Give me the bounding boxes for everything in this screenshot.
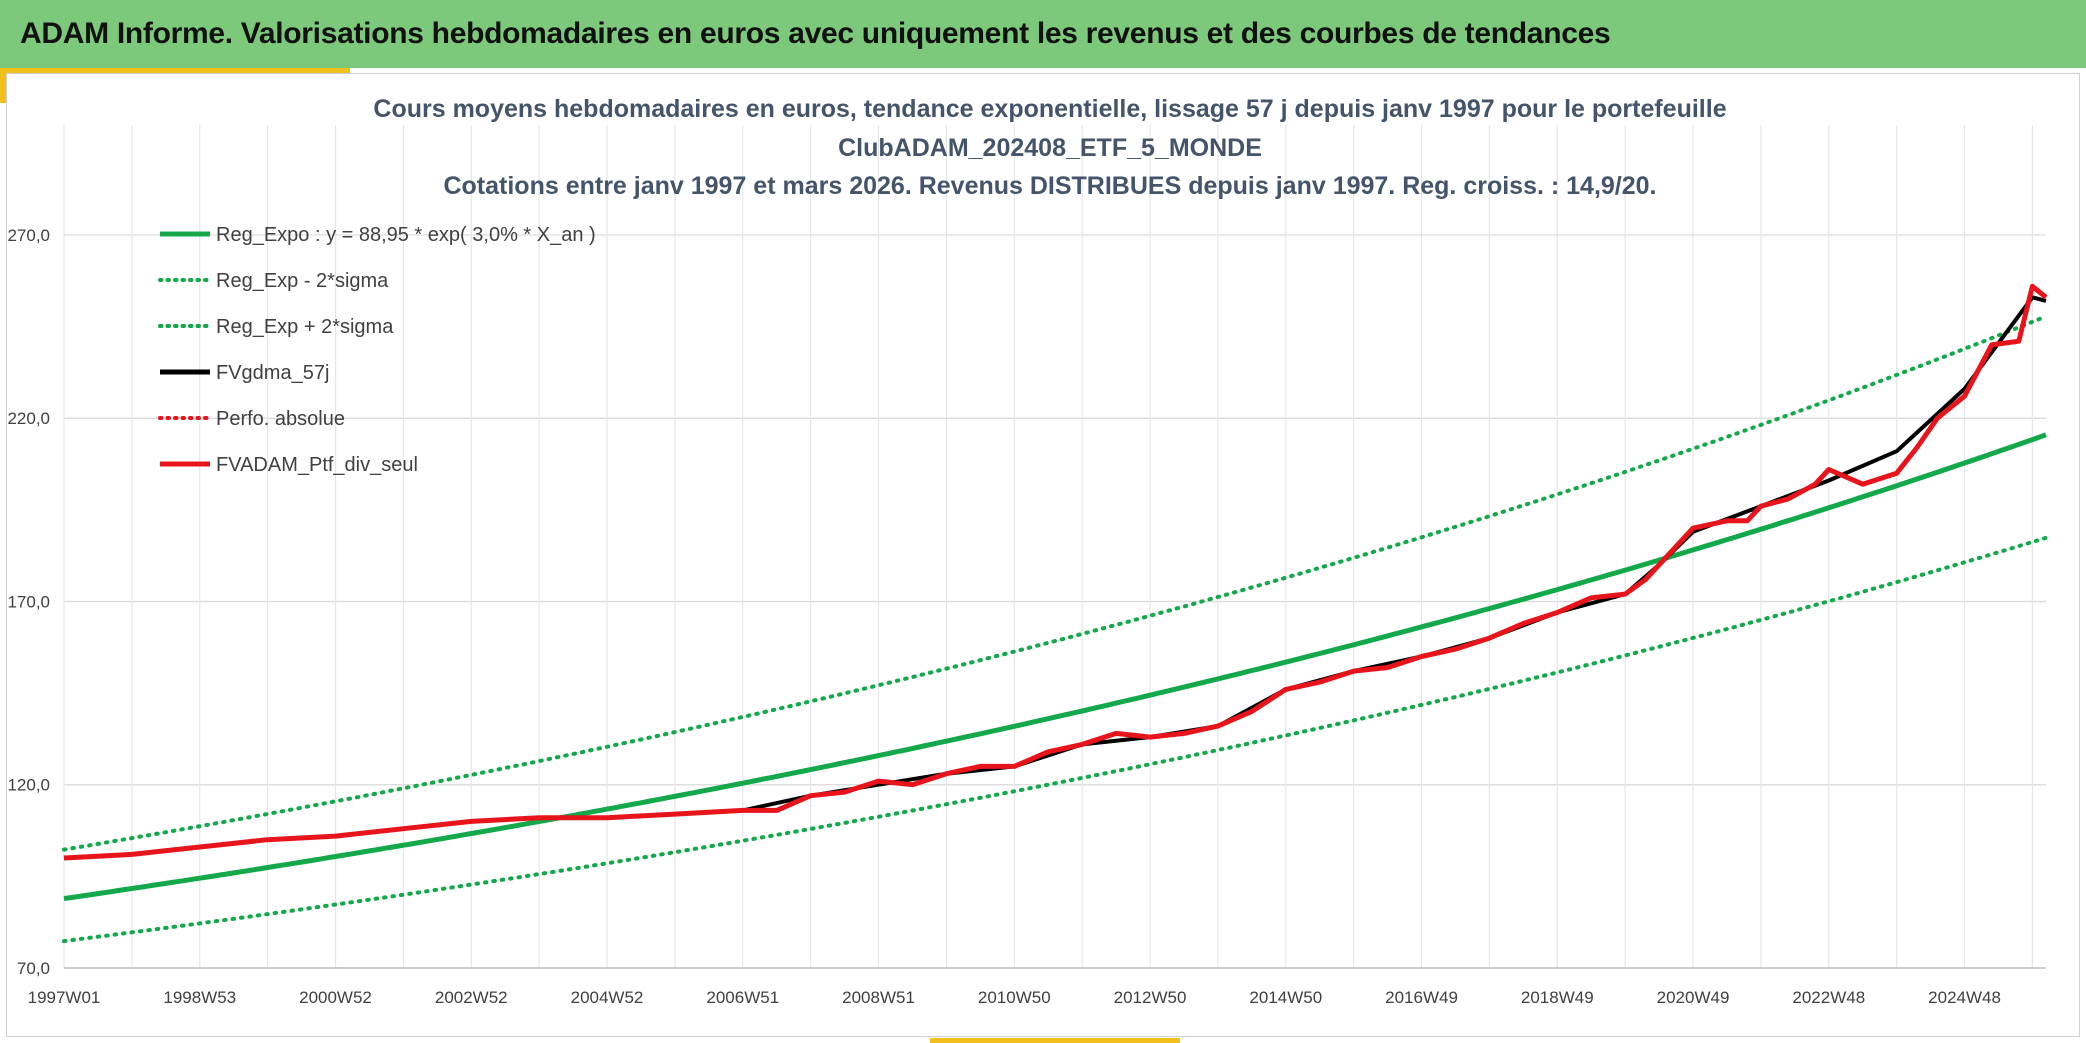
x-tick-label: 2022W48 — [1792, 988, 1865, 1007]
series-portfolio-line — [63, 283, 2048, 861]
legend-label: Reg_Exp + 2*sigma — [216, 316, 394, 338]
x-tick-label: 1997W01 — [28, 988, 101, 1007]
x-tick-label: 2002W52 — [435, 988, 508, 1007]
trend-upper-band-line — [62, 314, 2048, 852]
y-tick-label: 220,0 — [7, 409, 50, 428]
grid — [63, 125, 2046, 969]
header-banner: ADAM Informe. Valorisations hebdomadaire… — [0, 0, 2086, 68]
banner-title: ADAM Informe. Valorisations hebdomadaire… — [20, 17, 1611, 50]
legend-label: Reg_Expo : y = 88,95 * exp( 3,0% * X_an … — [216, 224, 596, 246]
y-axis-ticks: 70,0 120,0 170,0 220,0 270,0 — [7, 226, 50, 978]
chart-title-line-1: Cours moyens hebdomadaires en euros, ten… — [373, 95, 1726, 123]
y-tick-label: 270,0 — [7, 226, 50, 245]
x-tick-label: 2008W51 — [842, 988, 915, 1007]
x-tick-label: 2000W52 — [299, 988, 372, 1007]
x-tick-label: 1998W53 — [163, 988, 236, 1007]
chart-title-line-2: ClubADAM_202408_ETF_5_MONDE — [838, 134, 1262, 162]
x-axis-ticks: 1997W01 1998W53 2000W52 2002W52 2004W52 2006W… — [28, 988, 2001, 1007]
x-tick-label: 2010W50 — [978, 988, 1051, 1007]
legend-label: Perfo. absolue — [216, 408, 345, 430]
trend-lower-band-line — [62, 535, 2048, 944]
y-tick-label: 170,0 — [7, 592, 50, 611]
x-tick-label: 2024W48 — [1928, 988, 2001, 1007]
accent-bar-bottom — [930, 1038, 1180, 1043]
series-fvgdma-57j-line — [63, 295, 2047, 860]
legend-label: FVgdma_57j — [216, 362, 329, 384]
y-tick-label: 70,0 — [17, 959, 50, 978]
accent-bar-top — [0, 68, 350, 73]
legend: Reg_Expo : y = 88,95 * exp( 3,0% * X_an … — [158, 224, 596, 476]
series-lines — [62, 283, 2048, 944]
accent-bar-left — [0, 68, 6, 103]
x-tick-label: 2014W50 — [1249, 988, 1322, 1007]
legend-label: FVADAM_Ptf_div_seul — [216, 454, 418, 476]
chart-frame — [6, 73, 2080, 1037]
x-tick-label: 2020W49 — [1657, 988, 1730, 1007]
x-tick-label: 2016W49 — [1385, 988, 1458, 1007]
chart-title-line-3: Cotations entre janv 1997 et mars 2026. … — [443, 172, 1656, 200]
y-tick-label: 120,0 — [7, 776, 50, 795]
x-tick-label: 2012W50 — [1114, 988, 1187, 1007]
trend-expo-line — [63, 432, 2047, 901]
x-tick-label: 2018W49 — [1521, 988, 1594, 1007]
x-tick-label: 2004W52 — [571, 988, 644, 1007]
legend-label: Reg_Exp - 2*sigma — [216, 270, 389, 292]
x-tick-label: 2006W51 — [706, 988, 779, 1007]
